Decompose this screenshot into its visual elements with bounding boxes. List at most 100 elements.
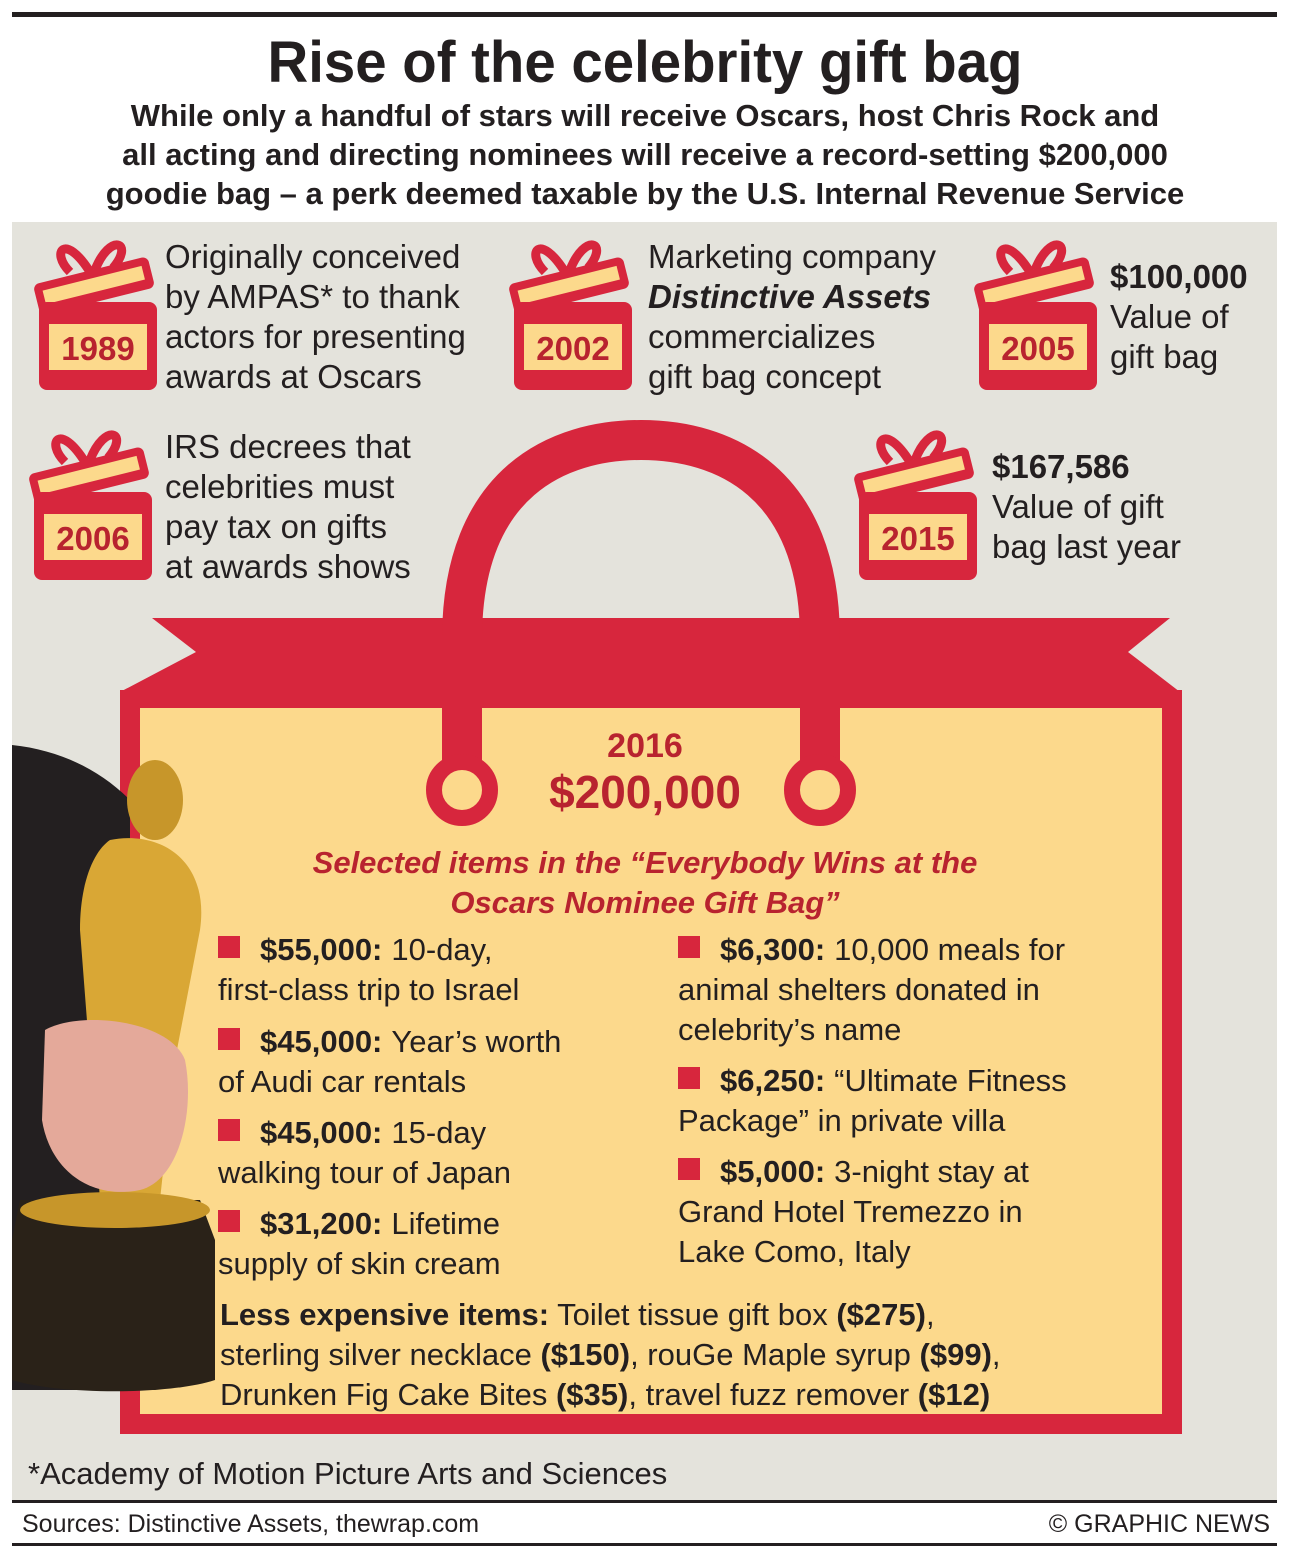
item-line: animal shelters donated in — [678, 972, 1040, 1007]
item-text: Year’s worth — [391, 1024, 561, 1059]
event-text: Distinctive Assets — [648, 278, 931, 315]
gift-icon: 2005 — [974, 240, 1097, 390]
bullet — [678, 936, 700, 958]
event-text: awards at Oscars — [165, 358, 422, 395]
year: 2005 — [1001, 330, 1074, 367]
lid-stripe — [37, 455, 140, 495]
bag-inner — [140, 708, 1162, 1414]
item-line: $55,000: 10-day, — [260, 932, 493, 967]
bag-heading: Selected items in the “Everybody Wins at… — [313, 845, 978, 880]
item-line: $45,000: 15-day — [260, 1115, 487, 1150]
bow — [51, 430, 122, 466]
bullet — [218, 936, 240, 958]
event-text: Marketing company — [648, 238, 936, 275]
gift-icon: 2006 — [29, 430, 152, 580]
less-segment: ($275) — [836, 1297, 926, 1332]
less-segment: ($150) — [540, 1337, 630, 1372]
year: 2015 — [881, 520, 954, 557]
item-line: $5,000: 3-night stay at — [720, 1154, 1029, 1189]
credit: © GRAPHIC NEWS — [1049, 1510, 1270, 1538]
title: Rise of the celebrity gift bag — [268, 30, 1023, 95]
less-segment: Less expensive items: — [220, 1297, 549, 1332]
rule — [12, 1500, 1277, 1503]
gift-icon: 1989 — [34, 240, 157, 390]
year: 2006 — [56, 520, 129, 557]
bow — [531, 240, 602, 276]
hand — [42, 1020, 188, 1192]
year: 1989 — [61, 330, 134, 367]
less-line: sterling silver necklace ($150), rouGe M… — [220, 1337, 1001, 1372]
footnote: *Academy of Motion Picture Arts and Scie… — [28, 1456, 667, 1491]
item-line: $31,200: Lifetime — [260, 1206, 500, 1241]
less-segment: Toilet tissue gift box — [549, 1297, 836, 1332]
gift-icon: 2002 — [509, 240, 632, 390]
statuette-head — [127, 760, 183, 840]
less-segment: ($12) — [918, 1377, 990, 1412]
item-text: 10-day, — [391, 932, 492, 967]
event-text: commercializes — [648, 318, 875, 355]
label — [44, 514, 142, 560]
event-text: gift bag — [1110, 338, 1218, 375]
item-price: $6,300: — [720, 932, 825, 967]
item-line: $45,000: Year’s worth — [260, 1024, 561, 1059]
event-text: Value of — [1110, 298, 1229, 335]
event-text: actors for presenting — [165, 318, 466, 355]
handle-ring — [426, 754, 498, 826]
less-segment: , — [926, 1297, 935, 1332]
year: 2002 — [536, 330, 609, 367]
item-text: 10,000 meals for — [834, 932, 1065, 967]
item-line: Grand Hotel Tremezzo in — [678, 1194, 1023, 1229]
rule — [12, 1543, 1277, 1546]
item-price: $45,000: — [260, 1115, 382, 1150]
lid-stripe — [42, 265, 145, 305]
less-segment: , — [992, 1337, 1001, 1372]
item-price: $6,250: — [720, 1063, 825, 1098]
event-text: by AMPAS* to thank — [165, 278, 460, 315]
lid-stripe — [982, 265, 1085, 305]
statuette-base — [12, 1200, 215, 1392]
event-text: Originally conceived — [165, 238, 460, 275]
label — [989, 324, 1087, 370]
event-text: IRS decrees that — [165, 428, 411, 465]
bullet — [218, 1119, 240, 1141]
item-line: walking tour of Japan — [217, 1155, 511, 1190]
bow — [996, 240, 1067, 276]
handle-ring — [784, 754, 856, 826]
bullet — [218, 1028, 240, 1050]
bag-heading: Oscars Nominee Gift Bag” — [450, 885, 840, 920]
bag-flap — [120, 618, 1180, 712]
item-line: first-class trip to Israel — [218, 972, 519, 1007]
item-price: $5,000: — [720, 1154, 825, 1189]
subtitle-line: While only a handful of stars will recei… — [131, 98, 1159, 133]
less-segment: Drunken Fig Cake Bites — [220, 1377, 556, 1412]
item-line: Package” in private villa — [678, 1103, 1006, 1138]
bullet — [678, 1067, 700, 1089]
item-line: celebrity’s name — [678, 1012, 901, 1047]
lid-stripe — [517, 265, 620, 305]
less-line: Drunken Fig Cake Bites ($35), travel fuz… — [220, 1377, 990, 1412]
subtitle-line: all acting and directing nominees will r… — [122, 137, 1168, 172]
bow — [876, 430, 947, 466]
less-segment: , travel fuzz remover — [628, 1377, 917, 1412]
item-line: $6,300: 10,000 meals for — [720, 932, 1065, 967]
item-line: Lake Como, Italy — [678, 1234, 911, 1269]
event-text: bag last year — [992, 528, 1181, 565]
item-line: supply of skin cream — [218, 1246, 501, 1281]
event-text: $100,000 — [1110, 258, 1248, 295]
bullet — [678, 1158, 700, 1180]
sources: Sources: Distinctive Assets, thewrap.com — [22, 1510, 479, 1538]
label — [49, 324, 147, 370]
gift-icon: 2015 — [854, 430, 977, 580]
event-text: pay tax on gifts — [165, 508, 387, 545]
label — [869, 514, 967, 560]
subtitle-line: goodie bag – a perk deemed taxable by th… — [106, 176, 1185, 211]
item-line: of Audi car rentals — [218, 1064, 466, 1099]
less-segment: ($99) — [920, 1337, 992, 1372]
bag-handle — [442, 419, 840, 780]
item-price: $45,000: — [260, 1024, 382, 1059]
bag-value: $200,000 — [549, 766, 741, 818]
item-text: Lifetime — [391, 1206, 500, 1241]
bow — [56, 240, 127, 276]
bag-year: 2016 — [607, 727, 683, 765]
